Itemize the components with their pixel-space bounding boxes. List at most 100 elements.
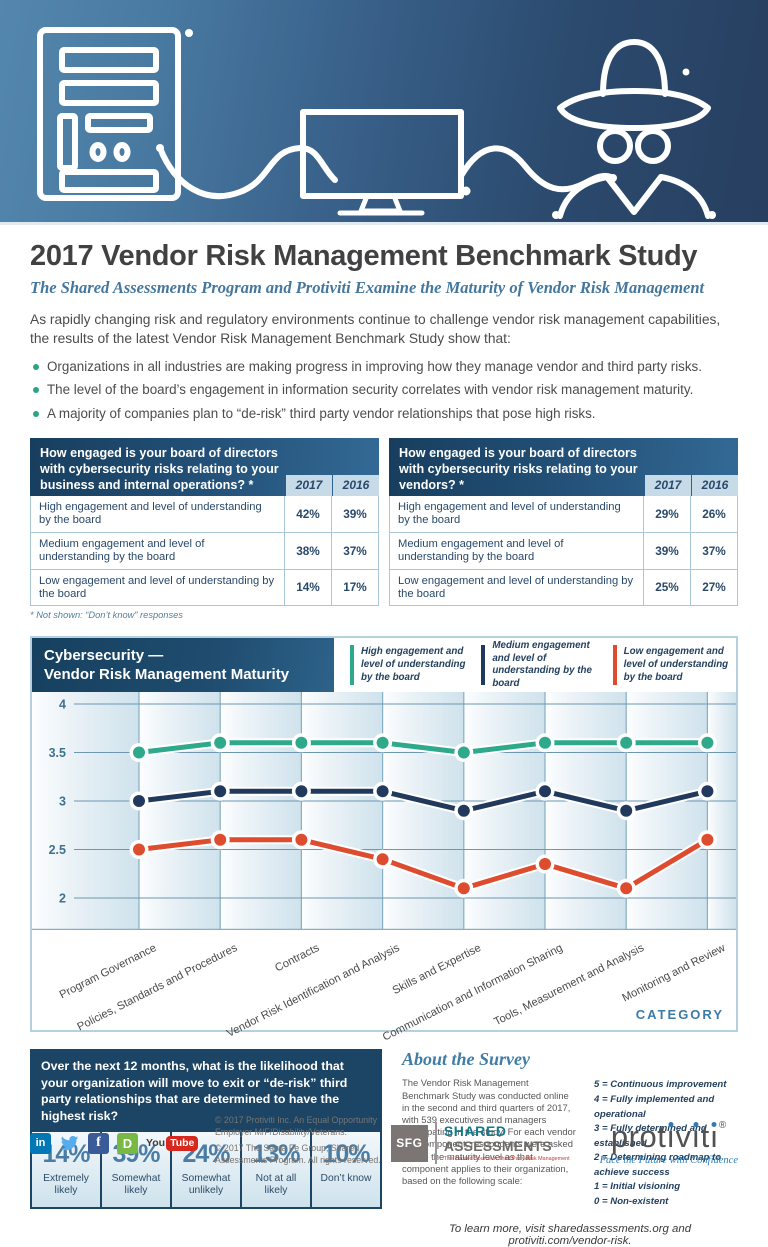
board-engagement-vendors-table: How engaged is your board of directors w… [389,437,738,621]
row-label: High engagement and level of understandi… [39,500,262,527]
copyright-line: © 2017 Protiviti Inc. An Equal Opportuni… [215,1115,377,1137]
value-2016: 27% [690,569,737,606]
x-axis-label: Tools, Measurement and Analysis [491,942,646,1029]
legend-label: High engagement and level of understandi… [361,646,466,683]
page-title: 2017 Vendor Risk Management Benchmark St… [30,240,698,272]
copyright-text: © 2017 Protiviti Inc. An Equal Opportuni… [215,1115,391,1171]
column-header-2017: 2017 [286,475,332,496]
twitter-icon[interactable] [59,1133,80,1154]
maturity-chart-card: Cybersecurity — Vendor Risk Management M… [30,636,738,1044]
monitor-icon [300,109,471,216]
year-column-headers: 2017 2016 [285,475,379,496]
chart-plot-area: 4 3.5 3 2.5 2 [32,692,736,931]
value-2016: 17% [331,569,378,606]
protiviti-logo: protıvıtı® Face the Future with Confiden… [599,1118,738,1166]
svg-text:3.5: 3.5 [49,746,66,760]
brand-logos: SFG SHARED ASSESSMENTS The Trusted Sourc… [390,1118,738,1166]
banner-illustration [37,27,716,219]
about-the-survey-section: About the Survey The Vendor Risk Managem… [402,1049,738,1246]
shared-assessments-logo: SFG SHARED ASSESSMENTS The Trusted Sourc… [390,1122,570,1165]
legend-swatch-high [350,645,354,686]
value-2017: 42% [284,495,331,532]
table-question-header: How engaged is your board of directors w… [30,437,379,496]
legend-item-low: Low engagement and level of understandin… [612,645,732,686]
table-row: Medium engagement and level of understan… [30,532,379,570]
table-row: Low engagement and level of understandin… [389,569,738,607]
x-axis-label: Contracts [272,942,321,975]
linkedin-icon[interactable]: in [30,1132,51,1154]
facebook-icon[interactable]: f [88,1132,109,1154]
chart-header: Cybersecurity — Vendor Risk Management M… [32,638,736,693]
scale-item: 3 = Fully determined and established [594,1123,707,1149]
bullet-item: The level of the board’s engagement in i… [30,382,738,399]
table-row: High engagement and level of understandi… [30,495,379,533]
percent-value: 13% [252,1139,300,1168]
spy-icon [552,39,716,219]
table-row: Medium engagement and level of understan… [389,532,738,570]
intro-paragraph: As rapidly changing risk and regulatory … [30,312,721,347]
engagement-tables: How engaged is your board of directors w… [30,437,738,621]
x-axis-title: CATEGORY [635,1007,724,1023]
value-2016: 39% [331,495,378,532]
line-chart: 4 3.5 3 2.5 2 [32,692,736,931]
chart-title-line1: Cybersecurity — [44,647,164,665]
protiviti-tagline: Face the Future with Confidence [599,1154,738,1166]
value-2017: 29% [643,495,690,532]
board-engagement-operations-table: How engaged is your board of directors w… [30,437,379,620]
legend-item-medium: Medium engagement and level of understan… [481,640,600,691]
svg-text:2: 2 [59,892,66,906]
header-banner [0,0,768,225]
scale-item: 1 = Initial visioning [594,1181,681,1193]
x-axis-label: Policies, Standards and Procedures [75,942,240,1034]
scale-item: 0 = Non-existent [594,1196,669,1207]
percent-label: Not at all likely [255,1172,297,1197]
value-2016: 37% [690,532,737,569]
legend-label: Low engagement and level of understandin… [623,646,729,683]
chart-title: Cybersecurity — Vendor Risk Management M… [32,638,334,693]
column-header-2017: 2017 [645,475,691,496]
table-row: Low engagement and level of understandin… [30,569,379,607]
percent-value: 10% [322,1139,370,1168]
table-row: High engagement and level of understandi… [389,495,738,533]
row-label: Medium engagement and level of understan… [398,537,564,564]
protiviti-wordmark: protıvıtı® [610,1118,727,1154]
page-footer: in f D You Tube © 2017 Protiviti Inc. An… [30,1115,738,1171]
learn-more-link[interactable]: To learn more, visit sharedassessments.o… [448,1222,692,1247]
logo-divider [434,1122,437,1165]
key-findings-list: Organizations in all industries are maki… [30,359,738,423]
svg-text:4: 4 [59,698,66,712]
youtube-icon[interactable]: You Tube [146,1135,199,1151]
bullet-item: A majority of companies plan to “de-risk… [30,406,738,423]
percent-label: Somewhat likely [111,1172,161,1197]
glassdoor-icon[interactable]: D [117,1132,138,1154]
value-2016: 37% [331,532,378,569]
svg-text:3: 3 [59,795,66,809]
connection-wave-left-icon [156,144,338,199]
legend-swatch-low [612,645,617,686]
percent-label: Somewhat unlikely [181,1172,231,1197]
legend-swatch-medium [481,645,486,686]
about-heading: About the Survey [402,1049,531,1070]
social-icons: in f D You Tube [30,1132,215,1154]
sfg-tagline: The Trusted Source in Third Party Risk M… [443,1155,570,1162]
row-label: Low engagement and level of understandin… [398,574,634,600]
value-2017: 39% [643,532,690,569]
sfg-logo-mark: SFG [390,1124,428,1162]
percent-label: Don’t know [320,1172,372,1184]
copyright-line: © 2017 The Santa Fe Group, Shared Assess… [215,1143,381,1165]
svg-text:2.5: 2.5 [49,843,66,857]
derisk-question: Over the next 12 months, what is the lik… [30,1049,382,1132]
column-header-2016: 2016 [692,475,738,496]
bullet-item: Organizations in all industries are maki… [30,359,738,376]
value-2017: 25% [643,569,690,606]
scale-item: 4 = Fully implemented and operational [594,1093,715,1120]
value-2016: 26% [690,495,737,532]
chart-legend: High engagement and level of understandi… [334,638,736,693]
x-axis-label: Vendor Risk Identification and Analysis [225,942,403,1041]
row-label: High engagement and level of understandi… [398,500,621,527]
about-body-text: The Vendor Risk Management Benchmark Stu… [402,1077,576,1187]
legend-label: Medium engagement and level of understan… [492,639,592,690]
value-2017: 14% [284,569,331,606]
table-question-header: How engaged is your board of directors w… [389,437,738,496]
scale-item: 5 = Continuous improvement [594,1079,727,1091]
